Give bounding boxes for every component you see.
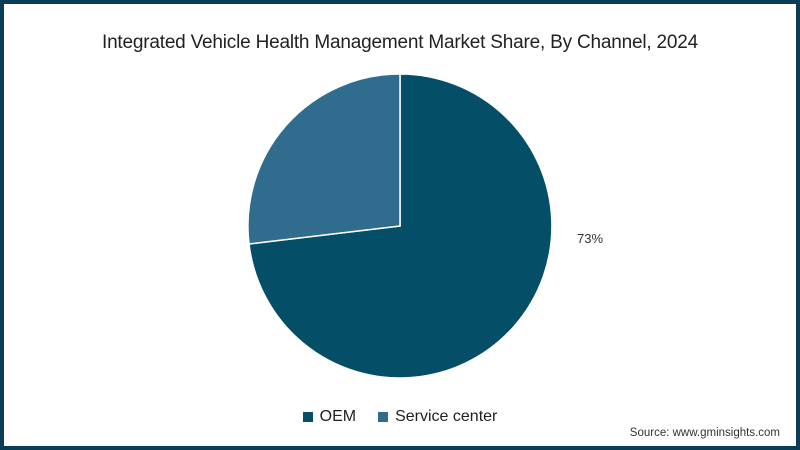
legend-item-service-center: Service center bbox=[378, 408, 497, 426]
legend: OEM Service center bbox=[0, 408, 800, 426]
legend-item-oem: OEM bbox=[302, 408, 357, 426]
chart-title: Integrated Vehicle Health Management Mar… bbox=[101, 32, 699, 53]
legend-label-service-center: Service center bbox=[395, 408, 498, 425]
source-note: Source: www.gminsights.com bbox=[629, 427, 780, 439]
oem-percent-label: 73% bbox=[577, 231, 603, 246]
legend-swatch-oem bbox=[302, 412, 313, 422]
legend-swatch-service-center bbox=[378, 412, 389, 422]
legend-label-oem: OEM bbox=[319, 408, 357, 425]
pie-slice-service-center bbox=[247, 73, 401, 245]
